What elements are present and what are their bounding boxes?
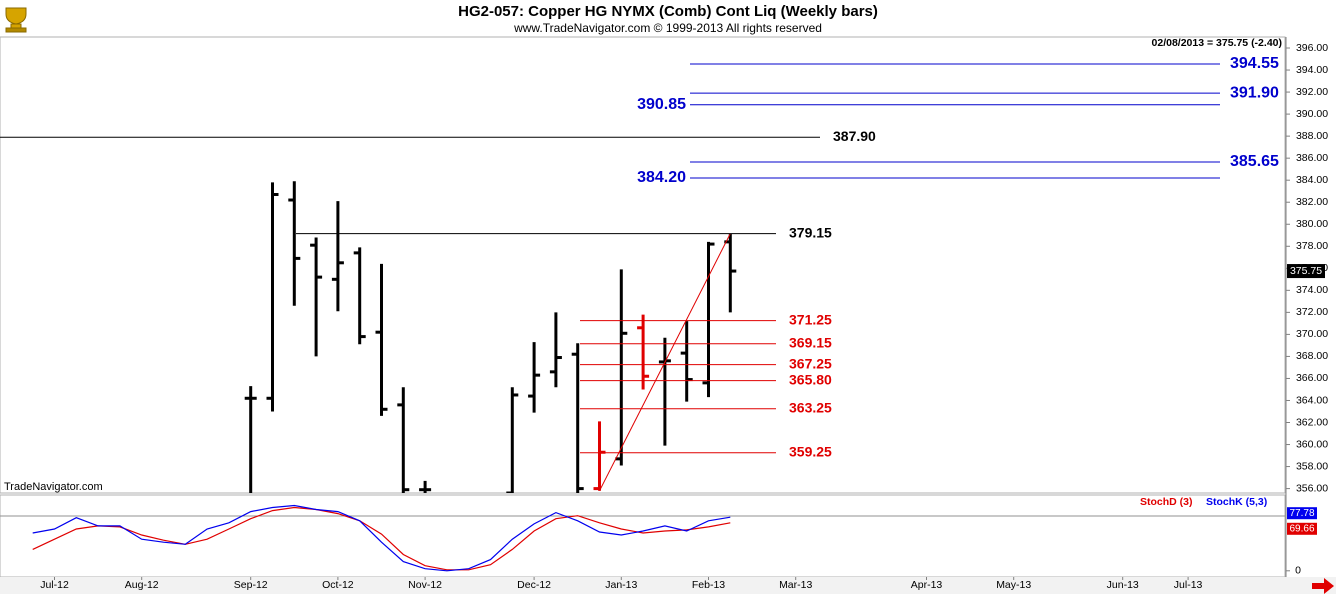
x-tick-label: May-13 [996, 579, 1031, 591]
level-label: 390.85 [637, 96, 686, 113]
x-tick-label: Jul-12 [40, 579, 69, 591]
level-label: 363.25 [789, 399, 832, 415]
y-tick-label: 374.00 [1296, 284, 1328, 296]
x-tick-label: Mar-13 [779, 579, 812, 591]
last-price-info: 02/08/2013 = 375.75 (-2.40) [1152, 37, 1282, 49]
price-plot [244, 181, 737, 493]
y-tick-label: 364.00 [1296, 394, 1328, 406]
stoch-line [32, 506, 731, 571]
y-tick-label: 384.00 [1296, 174, 1328, 186]
y-tick-label: 368.00 [1296, 350, 1328, 362]
level-label: 369.15 [789, 334, 832, 350]
level-label: 379.15 [789, 224, 832, 240]
legend-entry: StochK (5,3) [1206, 496, 1267, 508]
watermark: TradeNavigator.com [4, 481, 103, 493]
x-tick-label: Oct-12 [322, 579, 354, 591]
stoch-plot [32, 504, 731, 572]
y-tick-label: 360.00 [1296, 438, 1328, 450]
y-tick-label: 378.00 [1296, 240, 1328, 252]
last-price-tag [1287, 264, 1325, 279]
legend-entry: StochD (3) [1140, 496, 1193, 508]
stoch-panel [0, 494, 1286, 578]
y-tick-label: 394.00 [1296, 64, 1328, 76]
y-tick-label: 0 [1295, 565, 1301, 577]
value-tag-label: 69.66 [1289, 523, 1314, 534]
trend-line [599, 233, 731, 492]
chart-subtitle: www.TradeNavigator.com © 1999-2013 All r… [513, 21, 822, 35]
y-tick-label: 390.00 [1296, 108, 1328, 120]
value-tag-label: 77.78 [1289, 508, 1314, 519]
last-price-label: 375.75 [1290, 265, 1322, 277]
x-tick-label: Feb-13 [692, 579, 725, 591]
y-tick-label: 382.00 [1296, 196, 1328, 208]
x-tick-label: Jun-13 [1107, 579, 1139, 591]
level-label: 371.25 [789, 311, 832, 327]
level-label: 391.90 [1230, 84, 1279, 101]
y-tick-label: 380.00 [1296, 218, 1328, 230]
scroll-arrow[interactable] [1312, 578, 1334, 594]
x-tick-label: Nov-12 [408, 579, 442, 591]
y-tick-label: 396.00 [1296, 42, 1328, 54]
x-tick-label: Sep-12 [234, 579, 268, 591]
level-label: 359.25 [789, 444, 832, 460]
logo [5, 7, 27, 33]
level-label: 385.65 [1230, 153, 1279, 170]
x-axis-strip [0, 577, 1336, 594]
level-label: 387.90 [833, 128, 876, 144]
x-tick-label: Jul-13 [1174, 579, 1203, 591]
level-label: 394.55 [1230, 55, 1279, 72]
y-tick-label: 356.00 [1296, 482, 1328, 494]
price-panel [0, 36, 1286, 494]
value-tag [1287, 507, 1317, 520]
y-tick-label: 388.00 [1296, 130, 1328, 142]
y-tick-label: 386.00 [1296, 152, 1328, 164]
level-label: 367.25 [789, 355, 832, 371]
level-label: 365.80 [789, 371, 832, 387]
y-tick-label: 392.00 [1296, 86, 1328, 98]
x-tick-label: Dec-12 [517, 579, 551, 591]
y-tick-label: 358.00 [1296, 460, 1328, 472]
y-tick-label: 372.00 [1296, 306, 1328, 318]
y-tick-label: 366.00 [1296, 372, 1328, 384]
y-tick-label: 362.00 [1296, 416, 1328, 428]
x-tick-label: Jan-13 [605, 579, 637, 591]
value-tag [1287, 522, 1317, 535]
level-label: 384.20 [637, 169, 686, 186]
x-tick-label: Apr-13 [911, 579, 943, 591]
x-tick-label: Aug-12 [125, 579, 159, 591]
stoch-line [32, 504, 731, 572]
y-tick-label: 370.00 [1296, 328, 1328, 340]
chart-title: HG2-057: Copper HG NYMX (Comb) Cont Liq … [458, 3, 878, 20]
